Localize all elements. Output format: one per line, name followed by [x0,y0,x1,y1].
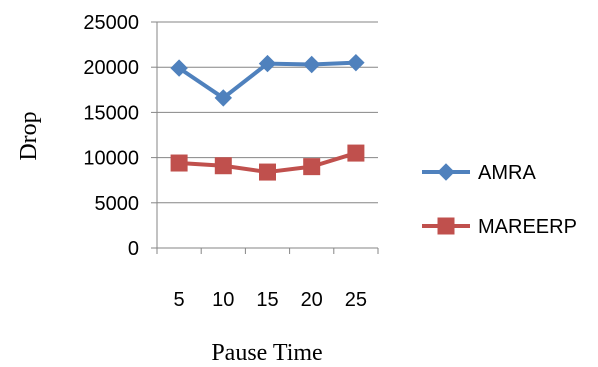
data-point-mareerp [170,154,188,172]
x-tick-labels: 5 10 15 20 25 [156,248,379,311]
data-point-amra [258,54,277,73]
y-tick-label: 15000 [83,102,139,124]
y-tick-label: 20000 [83,57,139,79]
data-point-mareerp [347,144,365,162]
axes [156,22,378,249]
y-tick-label: 10000 [83,148,139,170]
x-tick-label: 20 [301,289,323,311]
x-tick-label: 25 [345,289,367,311]
data-point-amra [347,53,365,72]
legend: AMRA MAREERP [422,162,577,238]
data-point-mareerp [214,157,232,175]
series-amra [170,53,365,107]
data-point-amra [214,89,233,107]
y-tick-label: 25000 [83,12,139,34]
legend-marker [437,217,455,235]
y-tick-label: 5000 [95,193,140,215]
series-mareerp [170,144,365,181]
x-axis-title: Pause Time [211,340,322,366]
legend-item-amra: AMRA [422,162,536,184]
series-lines [170,53,365,181]
y-tick-labels: 0 5000 10000 15000 20000 25000 [83,12,157,260]
y-axis-title: Drop [16,111,42,160]
legend-marker [437,163,455,181]
legend-label: AMRA [478,162,536,184]
data-point-mareerp [259,163,276,181]
x-tick-label: 15 [256,289,278,311]
data-point-amra [170,59,188,77]
legend-item-mareerp: MAREERP [422,216,577,238]
data-point-amra [302,55,321,74]
y-tick-label: 0 [128,238,139,260]
legend-label: MAREERP [478,216,577,238]
x-tick-label: 10 [212,289,234,311]
data-point-mareerp [303,158,321,176]
x-tick-label: 5 [174,289,185,311]
